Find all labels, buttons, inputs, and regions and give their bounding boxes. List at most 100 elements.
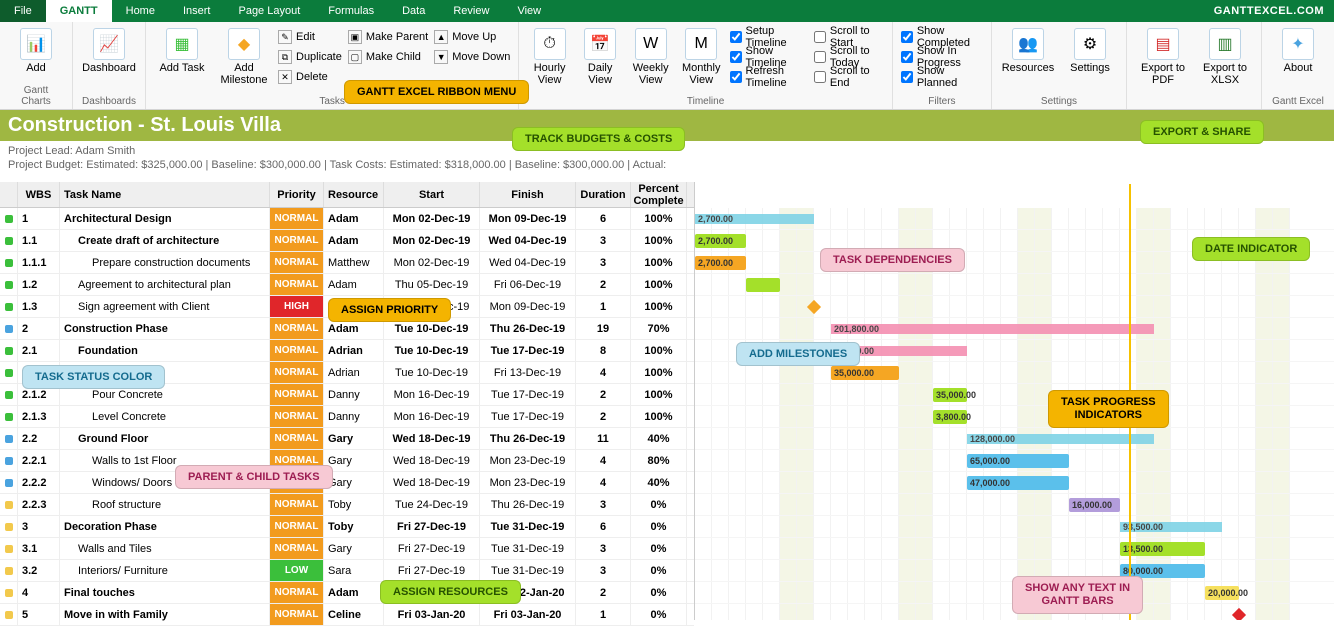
cell-priority[interactable]: NORMAL (270, 494, 324, 515)
gantt-row[interactable]: 16,000.00 (695, 494, 1334, 516)
btn-export-xlsx[interactable]: ▥Export to XLSX (1197, 26, 1253, 86)
gantt-row[interactable]: 35,000.00 (695, 384, 1334, 406)
cell-priority[interactable]: HIGH (270, 296, 324, 317)
chk-show-planned[interactable]: Show Planned (901, 68, 983, 86)
task-row[interactable]: 3.1 Walls and Tiles NORMAL Gary Fri 27-D… (0, 538, 694, 560)
task-row[interactable]: 3 Decoration Phase NORMAL Toby Fri 27-De… (0, 516, 694, 538)
chk-setup-timeline[interactable]: Setup Timeline (730, 28, 808, 46)
task-row[interactable]: 2.2.3 Roof structure NORMAL Toby Tue 24-… (0, 494, 694, 516)
gantt-bar[interactable]: 16,000.00 (1069, 498, 1120, 512)
cell-priority[interactable]: NORMAL (270, 230, 324, 251)
btn-dashboard[interactable]: 📈Dashboard (81, 26, 137, 74)
btn-settings[interactable]: ⚙Settings (1062, 26, 1118, 74)
gantt-bar[interactable]: 47,000.00 (967, 476, 1069, 490)
rb-edit[interactable]: ✎Edit (278, 28, 342, 46)
btn-export-pdf[interactable]: ▤Export to PDF (1135, 26, 1191, 86)
btn-add-milestone[interactable]: ◆Add Milestone (216, 26, 272, 86)
task-row[interactable]: 5 Move in with Family NORMAL Celine Fri … (0, 604, 694, 626)
menu-tab-insert[interactable]: Insert (169, 0, 225, 22)
task-row[interactable]: 4 Final touches NORMAL Adam Wed 01-Jan-2… (0, 582, 694, 604)
gantt-row[interactable]: 2,700.00 (695, 208, 1334, 230)
chk-show-in-progress[interactable]: Show In Progress (901, 48, 983, 66)
cell-priority[interactable]: NORMAL (270, 318, 324, 339)
cell-priority[interactable]: NORMAL (270, 538, 324, 559)
chk-scroll-to-today[interactable]: Scroll to Today (814, 48, 884, 66)
gantt-bar[interactable]: 3,800.00 (933, 410, 967, 424)
cell-priority[interactable]: NORMAL (270, 252, 324, 273)
task-row[interactable]: 3.2 Interiors/ Furniture LOW Sara Fri 27… (0, 560, 694, 582)
gantt-bar[interactable]: 35,000.00 (831, 366, 899, 380)
btn-resources[interactable]: 👥Resources (1000, 26, 1056, 74)
gantt-bar[interactable]: 93,500.00 (1120, 522, 1222, 532)
menu-tab-home[interactable]: Home (112, 0, 169, 22)
chk-show-completed[interactable]: Show Completed (901, 28, 983, 46)
cell-priority[interactable]: NORMAL (270, 582, 324, 603)
menu-tab-data[interactable]: Data (388, 0, 439, 22)
th-finish[interactable]: Finish (480, 182, 576, 207)
gantt-row[interactable]: 47,000.00 (695, 472, 1334, 494)
gantt-bar[interactable]: 201,800.00 (831, 324, 1154, 334)
cell-priority[interactable]: NORMAL (270, 428, 324, 449)
cell-priority[interactable]: NORMAL (270, 274, 324, 295)
btn-monthly[interactable]: MMonthly View (679, 26, 724, 86)
cell-priority[interactable]: NORMAL (270, 516, 324, 537)
th-wbs[interactable]: WBS (18, 182, 60, 207)
gantt-bar[interactable]: 35,000.00 (933, 388, 967, 402)
task-row[interactable]: 1.1.1 Prepare construction documents NOR… (0, 252, 694, 274)
task-row[interactable]: 2.2.2 Windows/ Doors NORMAL Gary Wed 18-… (0, 472, 694, 494)
th-task[interactable]: Task Name (60, 182, 270, 207)
gantt-row[interactable]: 201,800.00 (695, 318, 1334, 340)
cell-priority[interactable]: NORMAL (270, 384, 324, 405)
chk-refresh-timeline[interactable]: Refresh Timeline (730, 68, 808, 86)
task-row[interactable]: 2.1.3 Level Concrete NORMAL Danny Mon 16… (0, 406, 694, 428)
gantt-bar[interactable] (746, 278, 780, 292)
rb-duplicate[interactable]: ⧉Duplicate (278, 48, 342, 66)
gantt-row[interactable]: 128,000.00 (695, 428, 1334, 450)
cell-priority[interactable]: NORMAL (270, 208, 324, 229)
cell-priority[interactable]: NORMAL (270, 406, 324, 427)
cell-priority[interactable]: NORMAL (270, 340, 324, 361)
milestone-diamond[interactable] (1232, 608, 1246, 620)
gantt-row[interactable]: 13,500.00 (695, 538, 1334, 560)
gantt-bar[interactable]: 2,700.00 (695, 256, 746, 270)
gantt-row[interactable]: 93,500.00 (695, 516, 1334, 538)
btn-about[interactable]: ✦About (1270, 26, 1326, 74)
task-row[interactable]: 2.2 Ground Floor NORMAL Gary Wed 18-Dec-… (0, 428, 694, 450)
milestone-diamond[interactable] (807, 300, 821, 314)
th-priority[interactable]: Priority (270, 182, 324, 207)
menu-tab-gantt[interactable]: GANTT (46, 0, 112, 22)
task-row[interactable]: 2.1 Foundation NORMAL Adrian Tue 10-Dec-… (0, 340, 694, 362)
rb-make-child[interactable]: ▢Make Child (348, 48, 428, 66)
cell-priority[interactable]: NORMAL (270, 604, 324, 625)
chk-scroll-to-start[interactable]: Scroll to Start (814, 28, 884, 46)
btn-hourly[interactable]: ⏱Hourly View (527, 26, 572, 86)
task-row[interactable]: 2.2.1 Walls to 1st Floor NORMAL Gary Wed… (0, 450, 694, 472)
menu-tab-view[interactable]: View (503, 0, 555, 22)
th-start[interactable]: Start (384, 182, 480, 207)
rb-make-parent[interactable]: ▣Make Parent (348, 28, 428, 46)
gantt-bar[interactable]: 2,700.00 (695, 214, 814, 224)
rb-delete[interactable]: ✕Delete (278, 68, 342, 86)
task-row[interactable]: 1.2 Agreement to architectural plan NORM… (0, 274, 694, 296)
gantt-row[interactable]: 65,000.00 (695, 450, 1334, 472)
btn-weekly[interactable]: WWeekly View (628, 26, 673, 86)
gantt-bar[interactable]: 2,700.00 (695, 234, 746, 248)
chk-scroll-to-end[interactable]: Scroll to End (814, 68, 884, 86)
gantt-row[interactable] (695, 296, 1334, 318)
btn-add-chart[interactable]: 📊Add (8, 26, 64, 74)
th-duration[interactable]: Duration (576, 182, 631, 207)
menu-tab-formulas[interactable]: Formulas (314, 0, 388, 22)
btn-daily[interactable]: 📅Daily View (578, 26, 623, 86)
chk-show-timeline[interactable]: Show Timeline (730, 48, 808, 66)
gantt-row[interactable] (695, 274, 1334, 296)
menu-tab-page-layout[interactable]: Page Layout (224, 0, 314, 22)
th-pct[interactable]: Percent Complete (631, 182, 687, 207)
gantt-row[interactable]: 3,800.00 (695, 406, 1334, 428)
menu-tab-file[interactable]: File (0, 0, 46, 22)
btn-add-task[interactable]: ▦Add Task (154, 26, 210, 74)
task-row[interactable]: 1.1 Create draft of architecture NORMAL … (0, 230, 694, 252)
th-resource[interactable]: Resource (324, 182, 384, 207)
cell-priority[interactable]: NORMAL (270, 362, 324, 383)
gantt-bar[interactable]: 20,000.00 (1205, 586, 1239, 600)
gantt-bar[interactable]: 13,500.00 (1120, 542, 1205, 556)
